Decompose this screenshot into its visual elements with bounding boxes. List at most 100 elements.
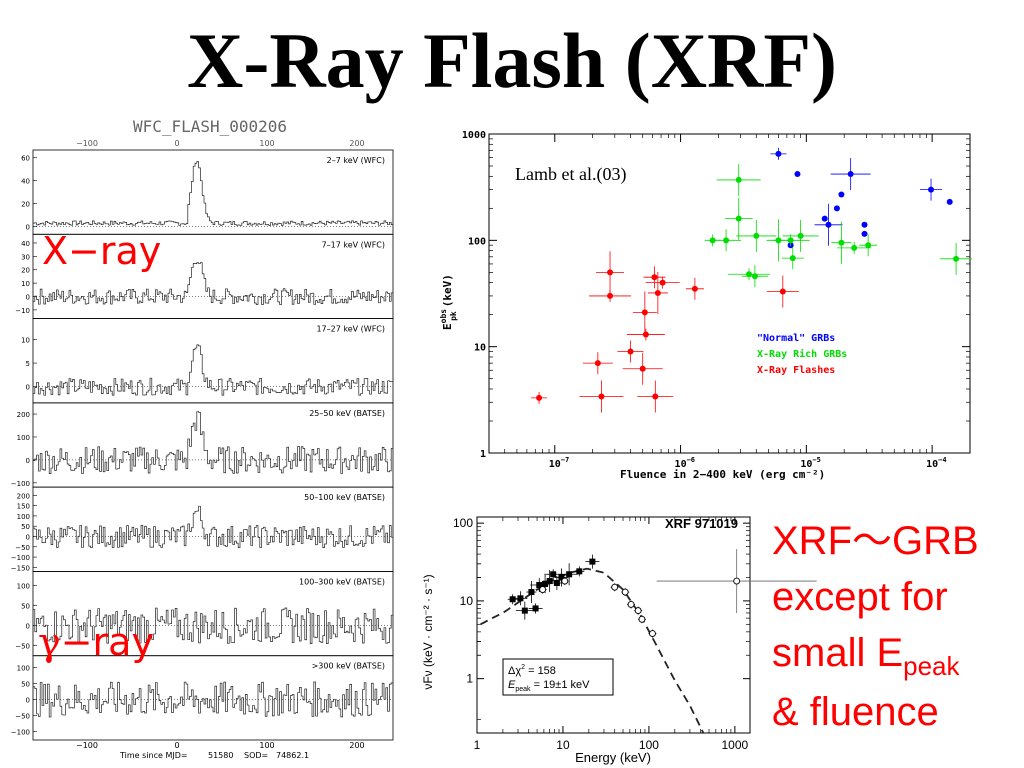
- spectrum-title: XRF 971019: [665, 516, 738, 531]
- filled-point: [542, 580, 549, 587]
- plot-frame: [476, 516, 751, 734]
- data-point: [821, 215, 828, 222]
- light-curve-title: WFC_FLASH_000206: [133, 117, 287, 136]
- data-point: [847, 171, 854, 178]
- y-axis-label-unit: (keV): [441, 274, 454, 307]
- filled-point: [558, 574, 565, 581]
- data-point: [735, 215, 742, 222]
- data-point: [627, 348, 634, 355]
- data-point: [651, 274, 658, 281]
- x-tick-label: 10−5: [800, 456, 820, 470]
- xray-label: X−ray: [42, 229, 162, 273]
- y-tick-label: −100: [11, 554, 30, 562]
- data-point: [946, 198, 953, 205]
- open-point: [627, 601, 635, 608]
- y-tick-label: 10: [474, 343, 486, 354]
- y-tick-label: 0: [26, 384, 30, 392]
- x-tick-label: 10−4: [926, 456, 946, 470]
- data-point: [794, 171, 801, 178]
- filled-point: [536, 582, 543, 589]
- side-line-3-main: small E: [772, 631, 904, 675]
- y-tick-label: 10: [21, 336, 30, 344]
- y-tick-label: 100: [17, 434, 30, 442]
- data-point: [723, 237, 730, 244]
- spectrum-legend-box: [502, 658, 614, 696]
- y-tick-label: 40: [21, 178, 30, 186]
- filled-point: [517, 595, 524, 602]
- light-curve-panel-label: 2–7 keV (WFC): [327, 156, 385, 165]
- light-curve-trace: [33, 607, 393, 644]
- filled-point: [576, 568, 583, 575]
- top-tick-label: 100: [259, 139, 274, 148]
- x-tick-label: 10: [556, 738, 570, 752]
- legend-normal-grbs: "Normal" GRBs: [757, 333, 835, 344]
- x-tick-label: 1000: [722, 738, 749, 752]
- side-text: XRF〜GRB except for small Epeak & fluence: [772, 513, 979, 740]
- y-tick-label: 1: [466, 672, 473, 686]
- filled-point: [509, 596, 516, 603]
- y-tick-label: −50: [15, 544, 30, 552]
- bottom-tick-label: 100: [259, 741, 274, 750]
- y-tick-label: −100: [11, 480, 30, 488]
- y-tick-label: 1: [480, 449, 486, 460]
- light-curve-panel-frame: [32, 655, 394, 741]
- chart-annotation: Lamb et al.(03): [515, 164, 626, 185]
- y-tick-label: 20: [21, 201, 30, 209]
- data-point: [641, 309, 648, 316]
- x-tick-label: 10−6: [675, 456, 695, 470]
- spectrum-ylabel: νFν (keV · cm⁻² · s⁻¹): [421, 574, 435, 689]
- y-tick-label: 50: [21, 523, 30, 531]
- plot-frame: [488, 133, 971, 454]
- data-point: [536, 394, 543, 401]
- light-curve-xlabel-sod-label: SOD=: [244, 751, 268, 760]
- side-line-1: XRF〜GRB: [772, 519, 979, 563]
- filled-point: [550, 571, 557, 578]
- bottom-tick-label: −100: [76, 741, 98, 750]
- light-curve-trace: [33, 411, 393, 474]
- filled-point: [521, 607, 528, 614]
- y-tick-label: 100: [17, 513, 30, 521]
- light-curve-trace: [33, 681, 393, 718]
- light-curve-trace: [33, 161, 393, 226]
- data-point: [607, 269, 614, 276]
- data-point: [607, 292, 614, 299]
- y-tick-label: 0: [26, 457, 30, 465]
- y-tick-label: 10: [460, 594, 474, 608]
- y-tick-label: 0: [26, 224, 30, 232]
- y-tick-label: 10: [21, 280, 30, 288]
- y-tick-label: 40: [21, 240, 30, 248]
- y-tick-label: −150: [11, 564, 30, 572]
- top-tick-label: 200: [349, 139, 364, 148]
- open-point: [561, 577, 569, 585]
- x-axis-label: Fluence in 2−400 keV (erg cm⁻²): [620, 468, 825, 481]
- data-point: [654, 289, 661, 296]
- y-tick-label: 0: [26, 533, 30, 541]
- data-point: [751, 273, 758, 280]
- open-point: [733, 577, 741, 585]
- y-tick-label: −50: [15, 643, 30, 651]
- y-tick-label: 100: [453, 516, 473, 530]
- gamma-symbol: γ: [38, 620, 61, 664]
- open-point: [539, 586, 547, 593]
- y-tick-label: −100: [11, 729, 30, 737]
- data-point: [865, 242, 872, 249]
- y-tick-label: 100: [17, 664, 30, 672]
- data-point: [779, 288, 786, 295]
- legend-xray-flashes: X-Ray Flashes: [757, 365, 835, 376]
- y-tick-label: 1000: [462, 130, 486, 141]
- data-point: [659, 279, 666, 286]
- filled-point: [546, 578, 553, 585]
- legend-xray-rich-grbs: X-Ray Rich GRBs: [757, 348, 847, 360]
- light-curve-panel-label: 100–300 keV (BATSE): [299, 577, 385, 586]
- bottom-tick-label: 0: [174, 741, 179, 750]
- slide-title: X-Ray Flash (XRF): [187, 17, 837, 104]
- top-tick-label: 0: [174, 139, 179, 148]
- data-point: [797, 232, 804, 239]
- data-point: [639, 365, 646, 372]
- y-tick-label: −10: [15, 307, 30, 315]
- y-tick-label: 100: [468, 236, 486, 247]
- filled-point: [528, 589, 535, 596]
- open-point: [649, 630, 656, 638]
